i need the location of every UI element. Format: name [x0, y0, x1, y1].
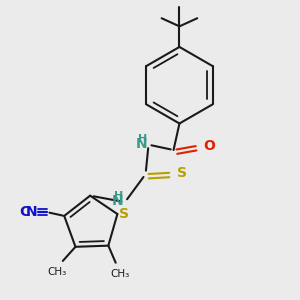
Text: N: N — [112, 194, 124, 208]
Text: H: H — [138, 134, 147, 144]
Text: S: S — [119, 207, 129, 221]
Text: S: S — [176, 166, 187, 180]
Text: H: H — [114, 190, 124, 201]
Text: O: O — [203, 139, 215, 153]
Text: N: N — [135, 137, 147, 151]
Text: N: N — [26, 206, 38, 219]
Text: CH₃: CH₃ — [47, 267, 67, 277]
Text: CH₃: CH₃ — [110, 268, 129, 279]
Text: C: C — [19, 206, 29, 219]
